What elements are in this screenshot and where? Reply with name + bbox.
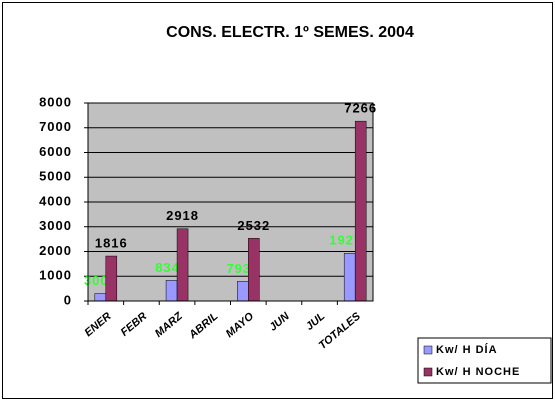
bar	[354, 120, 367, 302]
chart-title: CONS. ELECTR. 1º SEMES. 2004	[166, 24, 414, 41]
bar	[165, 280, 178, 302]
legend-swatch	[423, 345, 433, 355]
data-label: 7266	[344, 101, 377, 116]
bar	[237, 281, 249, 302]
data-label: 2918	[166, 208, 199, 223]
y-tick-label: 7000	[39, 119, 72, 134]
y-tick-label: 5000	[39, 169, 72, 184]
bar	[248, 238, 260, 302]
legend-swatch	[423, 367, 433, 377]
y-tick-label: 6000	[39, 144, 72, 159]
data-label: 793	[226, 261, 251, 276]
data-label: 834	[155, 260, 180, 275]
bar	[343, 253, 356, 302]
y-tick-label: 8000	[39, 94, 72, 109]
bar	[105, 255, 118, 302]
y-tick-label: 3000	[39, 218, 72, 233]
y-tick-label: 1000	[39, 268, 72, 283]
y-tick-label: 0	[64, 292, 72, 307]
y-tick-label: 4000	[39, 193, 72, 208]
data-label: 1927	[329, 233, 362, 248]
bar	[176, 228, 189, 302]
data-label: 1816	[95, 235, 128, 250]
bar	[94, 293, 107, 302]
y-tick-label: 2000	[39, 243, 72, 258]
legend-box	[417, 337, 552, 384]
data-label: 2532	[237, 218, 270, 233]
data-label: 300	[84, 273, 109, 288]
legend-label: Kw/ H DÍA	[436, 343, 498, 356]
legend-label: Kw/ H NOCHE	[436, 366, 520, 378]
